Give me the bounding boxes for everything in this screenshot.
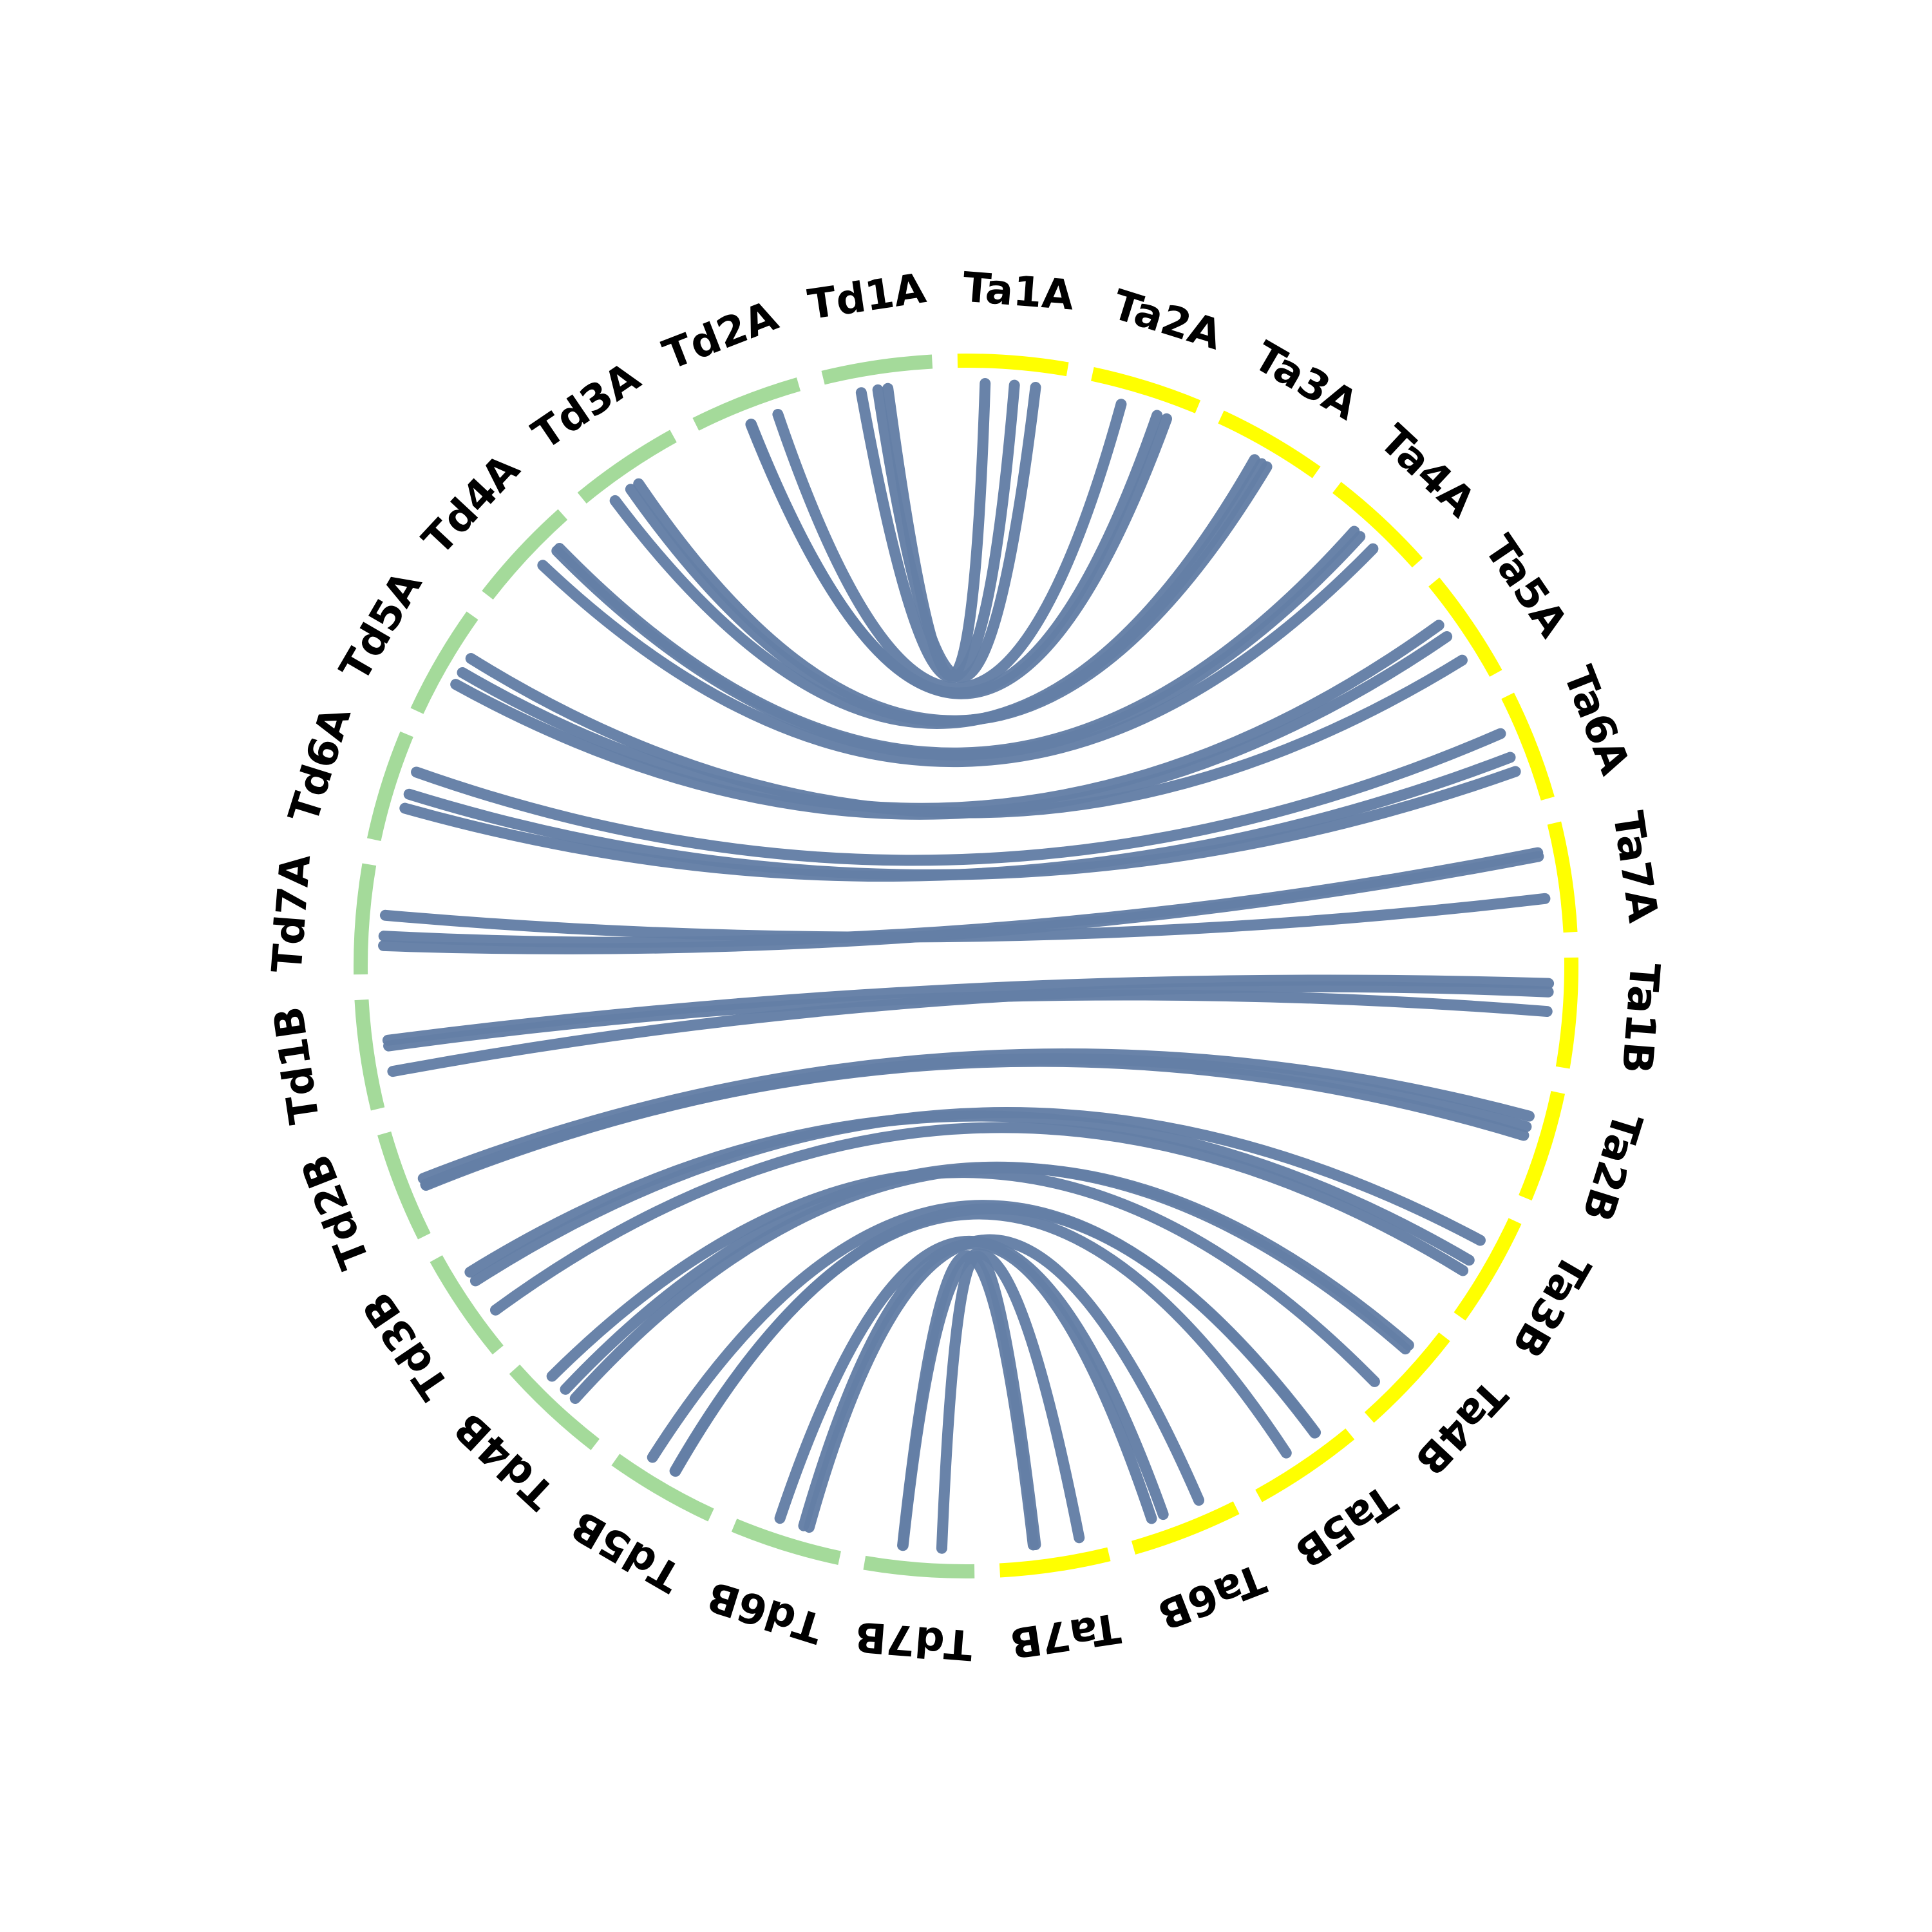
- label-Td6A: Td6A: [280, 701, 361, 829]
- label-Ta2B: Ta2B: [1573, 1107, 1651, 1227]
- segment-Td1A: [821, 354, 933, 385]
- link-Ta3B-Td3B: [489, 1122, 1469, 1316]
- segment-Ta3A: [1218, 410, 1321, 478]
- link-Ta6B-Td6B: [803, 1234, 1205, 1533]
- segment-Ta6B: [1131, 1501, 1240, 1555]
- label-Ta2A: Ta2A: [1107, 281, 1227, 359]
- segment-Ta2B: [1519, 1091, 1566, 1201]
- label-Td1A: Td1A: [805, 265, 929, 329]
- segment-Ta5A: [1428, 577, 1502, 677]
- link-Ta3A-Td3A: [609, 454, 1260, 729]
- link-Ta7A-Td7A: [379, 893, 1551, 943]
- segment-Td2A: [692, 377, 801, 431]
- chromosome-segments: [354, 354, 1578, 1578]
- label-Td1B: Td1B: [265, 1003, 329, 1127]
- links-layer: [378, 377, 1555, 1554]
- segment-Td7A: [354, 863, 377, 975]
- label-Ta1B: Ta1B: [1612, 961, 1668, 1075]
- label-Td7A: Td7A: [263, 853, 320, 974]
- segment-Ta4A: [1332, 482, 1423, 568]
- segment-Td3A: [577, 430, 677, 504]
- segment-Td6A: [366, 731, 413, 841]
- label-Td5A: Td5A: [331, 563, 431, 689]
- link-Ta1B-Td1B: [382, 974, 1555, 1046]
- segment-Td2B: [377, 1131, 431, 1240]
- link-Ta5A-Td5A: [450, 631, 1453, 820]
- label-Ta6A: Ta6A: [1554, 660, 1639, 781]
- label-Ta7A: Ta7A: [1603, 808, 1667, 925]
- label-Ta1A: Ta1A: [961, 264, 1075, 320]
- label-Ta3B: Ta3B: [1502, 1245, 1599, 1365]
- label-Td2B: Td2B: [292, 1148, 379, 1275]
- link-Ta1A-Td1A: [855, 379, 1020, 683]
- segment-Td3B: [430, 1255, 504, 1355]
- label-Ta6B: Ta6B: [1151, 1554, 1272, 1638]
- link-Ta5B-Td5B: [647, 1200, 1321, 1463]
- segment-Td1B: [354, 999, 385, 1111]
- label-Td7B: Td7B: [853, 1612, 974, 1669]
- link-Ta3B-Td3B: [464, 1110, 1475, 1278]
- label-Td4A: Td4A: [413, 445, 529, 564]
- segment-Td7B: [863, 1555, 975, 1578]
- label-Td6B: Td6B: [702, 1571, 829, 1652]
- link-Ta4A-Td4A: [537, 543, 1379, 768]
- segment-Ta4B: [1364, 1332, 1450, 1423]
- link-Ta5A-Td5A: [457, 620, 1444, 814]
- segment-Ta7A: [1547, 821, 1578, 933]
- segment-Ta3B: [1454, 1218, 1522, 1321]
- link-Ta6A-Td6A: [411, 728, 1506, 866]
- label-Ta4B: Ta4B: [1405, 1370, 1515, 1484]
- label-Td3B: Td3B: [354, 1283, 459, 1408]
- segment-Td5B: [611, 1454, 714, 1522]
- segment-Ta1B: [1555, 957, 1578, 1069]
- label-Ta4A: Ta4A: [1370, 416, 1484, 527]
- link-Ta6B-Td6B: [774, 1235, 1169, 1524]
- label-Ta7B: Ta7B: [1007, 1603, 1123, 1666]
- segment-Td6B: [731, 1519, 841, 1566]
- link-Ta2A-Td2A: [745, 413, 1173, 699]
- link-Ta2B-Td2B: [421, 1053, 1532, 1191]
- label-Td2A: Td2A: [657, 292, 784, 380]
- link-Ta1B-Td1B: [387, 981, 1554, 1077]
- segment-Ta7B: [999, 1547, 1111, 1578]
- segment-Td5A: [410, 611, 478, 714]
- link-Ta7B-Td7B: [897, 1248, 1085, 1551]
- segment-Ta5B: [1255, 1428, 1355, 1502]
- label-Td4B: Td4B: [446, 1403, 564, 1519]
- segment-Td4A: [482, 509, 568, 600]
- link-Ta7A-Td7A: [378, 847, 1544, 948]
- label-Ta3A: Ta3A: [1245, 333, 1366, 430]
- segment-Td4B: [509, 1364, 600, 1450]
- link-Ta6A-Td6A: [399, 752, 1516, 882]
- link-Ta2A-Td2A: [772, 399, 1127, 694]
- label-Td5B: Td5B: [564, 1501, 689, 1601]
- label-Ta5A: Ta5A: [1475, 527, 1577, 646]
- segment-Ta1A: [957, 354, 1069, 377]
- segment-Ta6A: [1501, 692, 1555, 801]
- link-Ta4A-Td4A: [551, 531, 1366, 761]
- segment-Ta2A: [1091, 366, 1201, 413]
- label-Td3A: Td3A: [524, 354, 649, 460]
- label-Ta5B: Ta5B: [1286, 1475, 1405, 1577]
- link-Ta4B-Td4B: [560, 1161, 1411, 1395]
